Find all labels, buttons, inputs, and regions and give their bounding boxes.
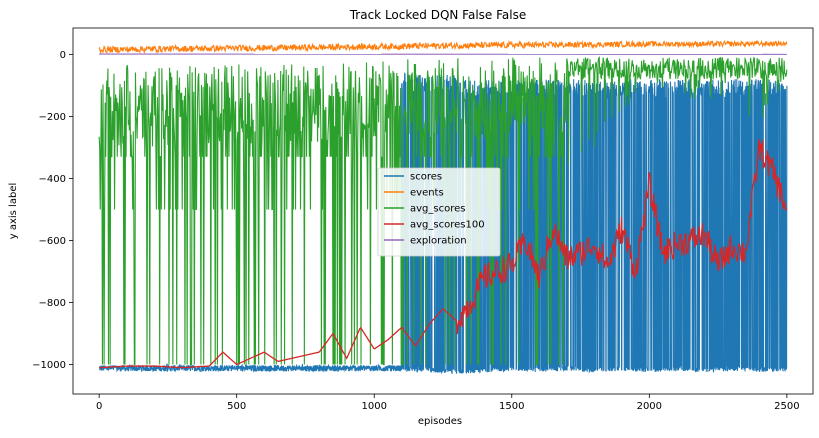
x-tick-label: 1000	[362, 401, 387, 412]
y-tick-label: −200	[39, 112, 66, 123]
legend-label: scores	[410, 172, 442, 183]
legend-label: exploration	[410, 236, 467, 247]
x-tick-label: 2000	[637, 401, 662, 412]
x-axis-label: episodes	[418, 416, 462, 427]
y-tick-label: −1000	[32, 360, 66, 371]
x-tick-label: 2500	[774, 401, 799, 412]
y-tick-label: −800	[39, 298, 66, 309]
y-axis-label: y axis label	[8, 183, 19, 240]
x-tick-label: 1500	[499, 401, 524, 412]
x-tick-label: 0	[96, 401, 102, 412]
legend-label: avg_scores	[410, 204, 465, 215]
chart-title: Track Locked DQN False False	[349, 8, 527, 22]
y-tick-label: −600	[39, 236, 66, 247]
y-tick-label: 0	[60, 50, 66, 61]
legend-label: avg_scores100	[410, 220, 485, 231]
x-tick-label: 500	[227, 401, 246, 412]
legend-label: events	[410, 188, 444, 199]
legend: scores events avg_scores avg_scores100explo…	[378, 168, 500, 256]
y-tick-label: −400	[39, 174, 66, 185]
